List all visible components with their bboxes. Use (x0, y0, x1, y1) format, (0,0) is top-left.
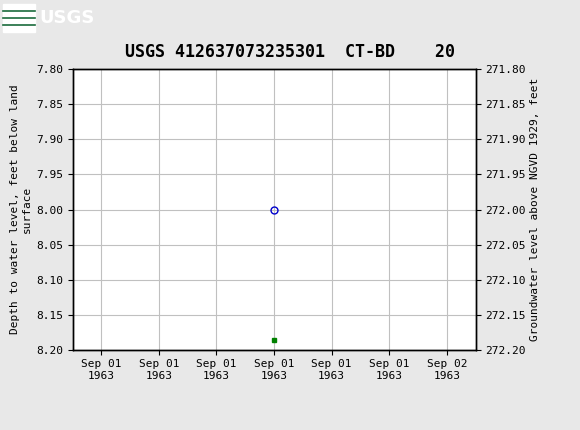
Bar (3, 3, 35, 32)
Text: USGS: USGS (39, 9, 95, 27)
Y-axis label: Groundwater level above NGVD 1929, feet: Groundwater level above NGVD 1929, feet (530, 78, 540, 341)
Y-axis label: Depth to water level, feet below land
surface: Depth to water level, feet below land su… (10, 85, 32, 335)
Text: USGS 412637073235301  CT-BD    20: USGS 412637073235301 CT-BD 20 (125, 43, 455, 61)
